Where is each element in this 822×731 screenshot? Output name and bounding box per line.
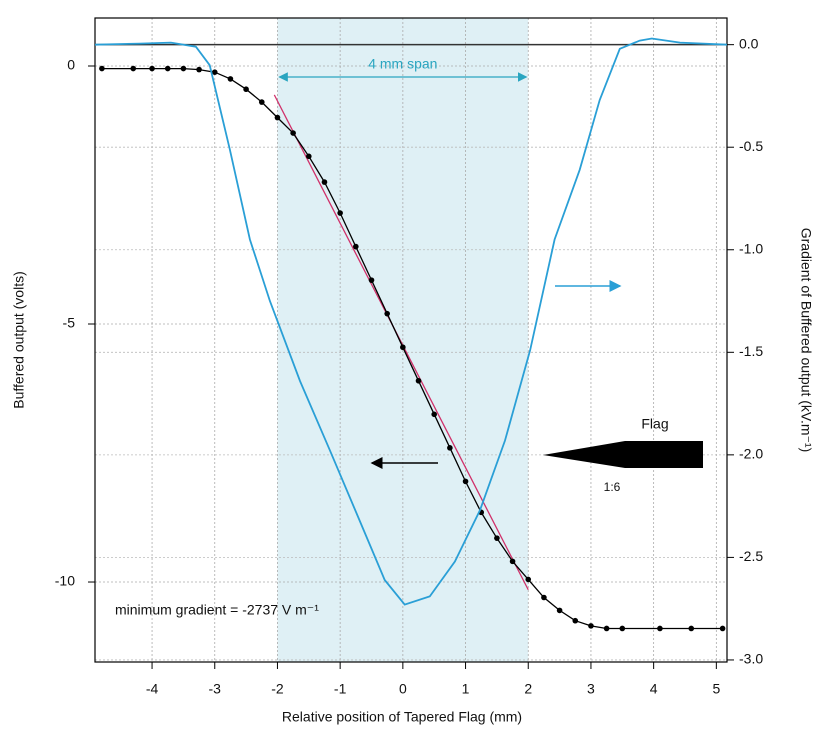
y-tick-label: -5 [63,315,76,331]
data-point [368,277,375,283]
x-tick-label: 3 [587,681,595,697]
data-point [688,625,695,632]
data-point [227,76,234,82]
data-point [657,625,663,632]
y-tick-label: 0 [67,57,75,73]
data-point [447,445,453,451]
data-point [431,411,437,418]
x-tick-label: 1 [462,681,470,697]
data-point [541,594,547,601]
data-point [149,65,155,72]
y-axis-title: Buffered output (volts) [11,271,27,408]
x-tick-label: 2 [524,681,532,697]
data-point [243,86,249,93]
data-point [619,625,626,632]
x-tick-label: 5 [712,681,720,697]
data-point [415,377,422,384]
data-point [211,69,218,75]
ratio-label: 1:6 [604,480,621,494]
data-point [130,65,137,72]
data-point [462,478,469,485]
plot-frame [94,17,728,663]
data-point [274,114,281,121]
min-gradient-note: minimum gradient = -2737 V m⁻¹ [115,602,319,618]
flag-label: Flag [641,416,668,432]
data-point [306,153,312,160]
data-point [588,623,594,629]
x-tick-label: -4 [146,681,159,697]
x-tick-label: 4 [650,681,658,697]
flag-shape [543,441,703,468]
x-tick-label: -1 [334,681,347,697]
data-point [719,625,726,632]
x-tick-label: -3 [209,681,222,697]
data-point [400,344,406,351]
data-point [572,617,579,624]
data-point [353,243,359,250]
y-tick-label: -10 [55,573,75,589]
data-point [258,99,265,105]
data-point [290,130,296,136]
data-point [337,210,343,216]
data-point [603,625,610,632]
x-tick-label: 0 [399,681,407,697]
fit-line [273,94,529,591]
x-axis-title: Relative position of Tapered Flag (mm) [282,709,522,725]
span-label: 4 mm span [368,56,437,72]
data-point [180,65,187,72]
data-point [494,535,500,541]
y2-tick-label: 0.0 [739,35,759,51]
data-point [196,66,202,73]
data-point [509,558,516,565]
series-line [94,37,728,606]
data-point [321,179,328,185]
data-point [164,65,171,72]
y2-tick-label: -2.0 [739,446,763,462]
y2-tick-label: -2.5 [739,548,763,564]
data-point [525,576,532,583]
y2-tick-label: -0.5 [739,138,763,154]
y2-axis-title: Gradient of Buffered output (kV.m⁻¹) [798,228,814,453]
x-tick-label: -2 [271,681,284,697]
y2-tick-label: -1.0 [739,240,763,256]
y2-tick-label: -3.0 [739,651,763,667]
data-point [384,310,390,317]
data-point [99,65,105,72]
data-point [556,607,563,614]
y2-tick-label: -1.5 [739,343,763,359]
